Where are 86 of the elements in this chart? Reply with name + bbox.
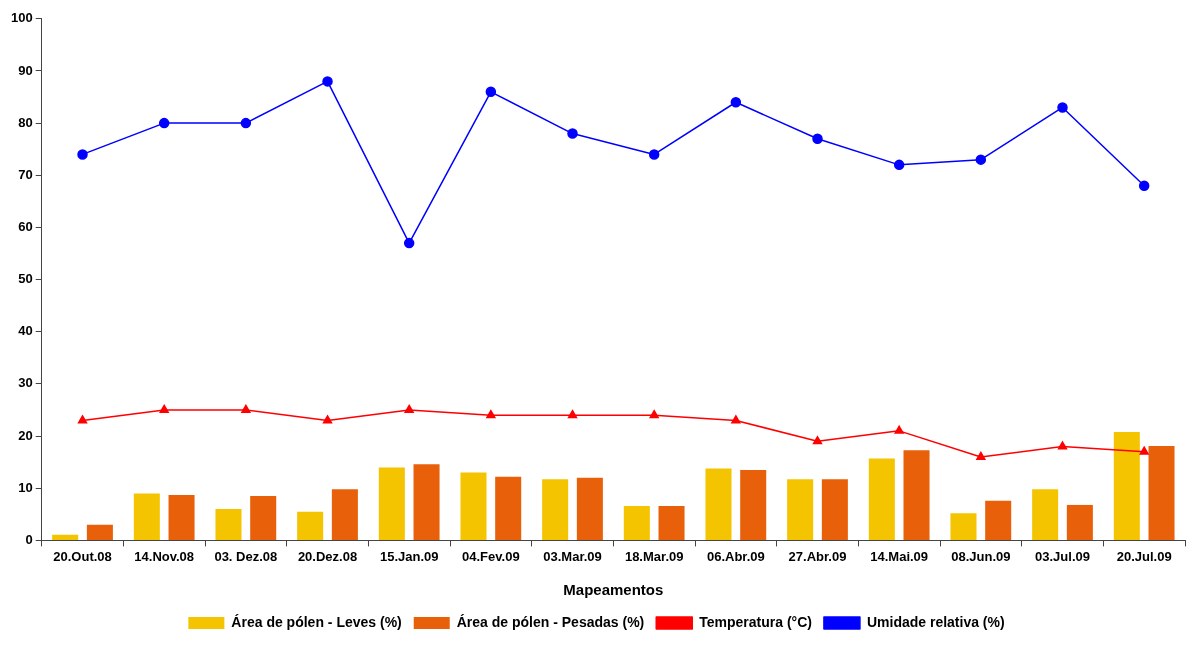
- x-tick-label: 20.Out.08: [53, 548, 112, 564]
- bar: [705, 468, 732, 540]
- point: [649, 409, 659, 419]
- bar: [297, 511, 324, 540]
- bar: [868, 458, 895, 540]
- point: [77, 149, 88, 160]
- y-tick-label: 10: [18, 479, 33, 495]
- bar: [331, 489, 358, 540]
- x-tick-label: 15.Jan.09: [379, 548, 439, 564]
- point: [322, 415, 333, 424]
- point: [648, 149, 660, 160]
- y-tick-label: 0: [25, 531, 33, 547]
- point: [404, 404, 414, 413]
- bar: [52, 534, 79, 540]
- point: [322, 76, 333, 87]
- point: [1139, 446, 1149, 455]
- bar: [1032, 489, 1059, 540]
- legend-label: Umidade relativa (%): [866, 613, 1005, 630]
- x-tick-label: 20.Jul.09: [1116, 548, 1172, 564]
- point: [976, 451, 986, 460]
- y-tick-label: 80: [18, 114, 33, 130]
- bar: [658, 505, 685, 540]
- x-tick-label: 14.Mai.09: [870, 548, 929, 564]
- point: [485, 86, 497, 98]
- bar: [985, 500, 1012, 540]
- point: [975, 154, 987, 165]
- bar: [495, 476, 522, 540]
- legend-label: Área de pólen - Leves (%): [231, 613, 402, 630]
- x-tick-label: 04.Fev.09: [462, 548, 520, 564]
- bar: [86, 524, 113, 540]
- point: [159, 404, 169, 413]
- bar: [1066, 504, 1093, 540]
- y-tick-label: 70: [18, 166, 33, 182]
- y-tick-label: 50: [18, 271, 33, 287]
- bar: [1148, 445, 1175, 540]
- point: [77, 415, 88, 424]
- x-tick-label: 08.Jun.09: [951, 548, 1011, 564]
- bar: [378, 467, 405, 540]
- point: [158, 117, 170, 129]
- point: [486, 409, 496, 419]
- point: [567, 409, 578, 419]
- x-tick-label: 18.Mar.09: [624, 548, 684, 564]
- x-tick-label: 03. Dez.08: [214, 548, 278, 564]
- bar: [542, 479, 569, 540]
- point: [812, 133, 823, 145]
- legend-label: Área de pólen - Pesadas (%): [456, 613, 645, 630]
- point: [894, 425, 904, 434]
- point: [812, 436, 823, 445]
- bar: [903, 450, 930, 540]
- y-tick-label: 100: [10, 10, 33, 26]
- point: [240, 117, 252, 129]
- x-tick-label: 20.Dez.08: [297, 548, 358, 564]
- point: [730, 97, 742, 108]
- point: [1138, 180, 1150, 191]
- bar: [950, 513, 977, 540]
- x-tick-label: 14.Nov.08: [134, 548, 195, 564]
- point: [1057, 102, 1068, 113]
- bar: [215, 509, 242, 540]
- point: [567, 128, 578, 139]
- bar: [576, 477, 603, 540]
- x-tick-label: 27.Abr.09: [788, 548, 847, 564]
- x-axis-title: Mapeamentos: [563, 581, 664, 599]
- bar: [250, 496, 277, 540]
- point: [731, 415, 741, 424]
- y-tick-label: 60: [18, 219, 33, 235]
- x-tick-label: 06.Abr.09: [706, 548, 765, 564]
- x-tick-label: 03.Jul.09: [1035, 548, 1090, 564]
- bar: [787, 479, 814, 540]
- x-tick-label: 03.Mar.09: [543, 548, 602, 564]
- point: [241, 404, 251, 413]
- y-tick-label: 20: [18, 427, 33, 443]
- legend-label: Temperatura (°C): [699, 613, 812, 630]
- bar: [1113, 431, 1140, 540]
- point: [403, 237, 415, 249]
- bar: [168, 495, 195, 540]
- point: [893, 159, 905, 171]
- y-tick-label: 40: [18, 323, 33, 339]
- y-tick-label: 90: [18, 62, 33, 78]
- bar: [413, 464, 440, 540]
- point: [1057, 441, 1068, 450]
- bar: [623, 505, 650, 540]
- bar: [460, 472, 487, 540]
- y-tick-label: 30: [18, 375, 33, 391]
- bar: [133, 493, 160, 540]
- bar: [821, 479, 848, 540]
- bar: [740, 469, 767, 540]
